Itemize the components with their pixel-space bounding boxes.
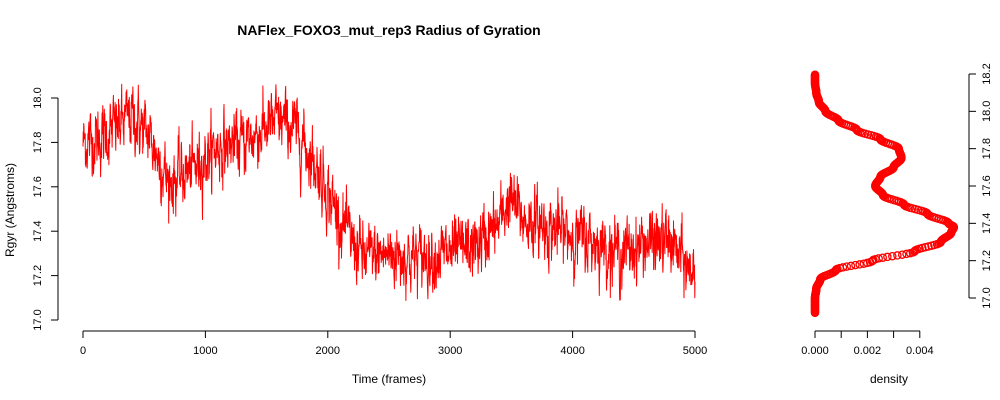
density-series [810, 70, 959, 318]
main-y-axis-label: Rgyr (Angstroms) [3, 163, 17, 257]
main-y-tick-label: 17.2 [32, 265, 44, 286]
density-y-axis: 17.0 17.2 17.4 17.6 17.8 18.0 18.2 [968, 63, 993, 309]
density-point [810, 70, 820, 79]
density-x-axis-label: density [870, 372, 908, 386]
main-x-tick-label: 0 [80, 345, 86, 357]
density-point [878, 253, 888, 262]
main-y-tick-label: 18.0 [32, 87, 44, 108]
chart-title: NAFlex_FOXO3_mut_rep3 Radius of Gyration [237, 22, 540, 38]
main-y-tick-label: 17.0 [32, 309, 44, 330]
density-point [874, 254, 883, 263]
density-y-tick-label: 17.2 [981, 250, 993, 271]
density-point [855, 260, 864, 269]
density-y-tick-label: 17.6 [981, 175, 993, 196]
density-point [851, 260, 860, 270]
density-point [846, 261, 856, 271]
main-x-tick-label: 4000 [560, 345, 584, 357]
density-x-tick-label: 0.000 [801, 345, 829, 357]
main-y-tick-label: 17.8 [32, 132, 44, 153]
main-y-tick-label: 17.6 [32, 176, 44, 197]
main-x-axis-label: Time (frames) [352, 372, 426, 386]
main-y-tick-label: 17.4 [32, 220, 44, 241]
density-point [883, 252, 892, 262]
density-x-axis: 0.000 0.002 0.004 [801, 330, 934, 357]
density-point [888, 251, 897, 261]
density-y-tick-label: 17.8 [981, 138, 993, 159]
main-x-axis: 0 1000 2000 3000 4000 5000 [80, 330, 707, 357]
density-point [897, 250, 907, 259]
main-y-axis: 17.0 17.2 17.4 17.6 17.8 18.0 [32, 87, 59, 331]
rgyr-series [82, 83, 696, 301]
rgyr-series-line [82, 83, 696, 301]
main-x-tick-label: 5000 [683, 345, 707, 357]
density-point [893, 251, 902, 260]
density-y-tick-label: 18.2 [981, 63, 993, 84]
density-y-tick-label: 17.4 [981, 213, 993, 234]
main-x-tick-label: 2000 [316, 345, 340, 357]
density-point [842, 262, 852, 271]
main-x-tick-label: 1000 [193, 345, 217, 357]
density-y-tick-label: 18.0 [981, 101, 993, 122]
density-point [838, 263, 848, 272]
density-x-tick-label: 0.004 [906, 345, 934, 357]
density-y-tick-label: 17.0 [981, 287, 993, 308]
density-x-tick-label: 0.002 [854, 345, 882, 357]
main-x-tick-label: 3000 [438, 345, 462, 357]
